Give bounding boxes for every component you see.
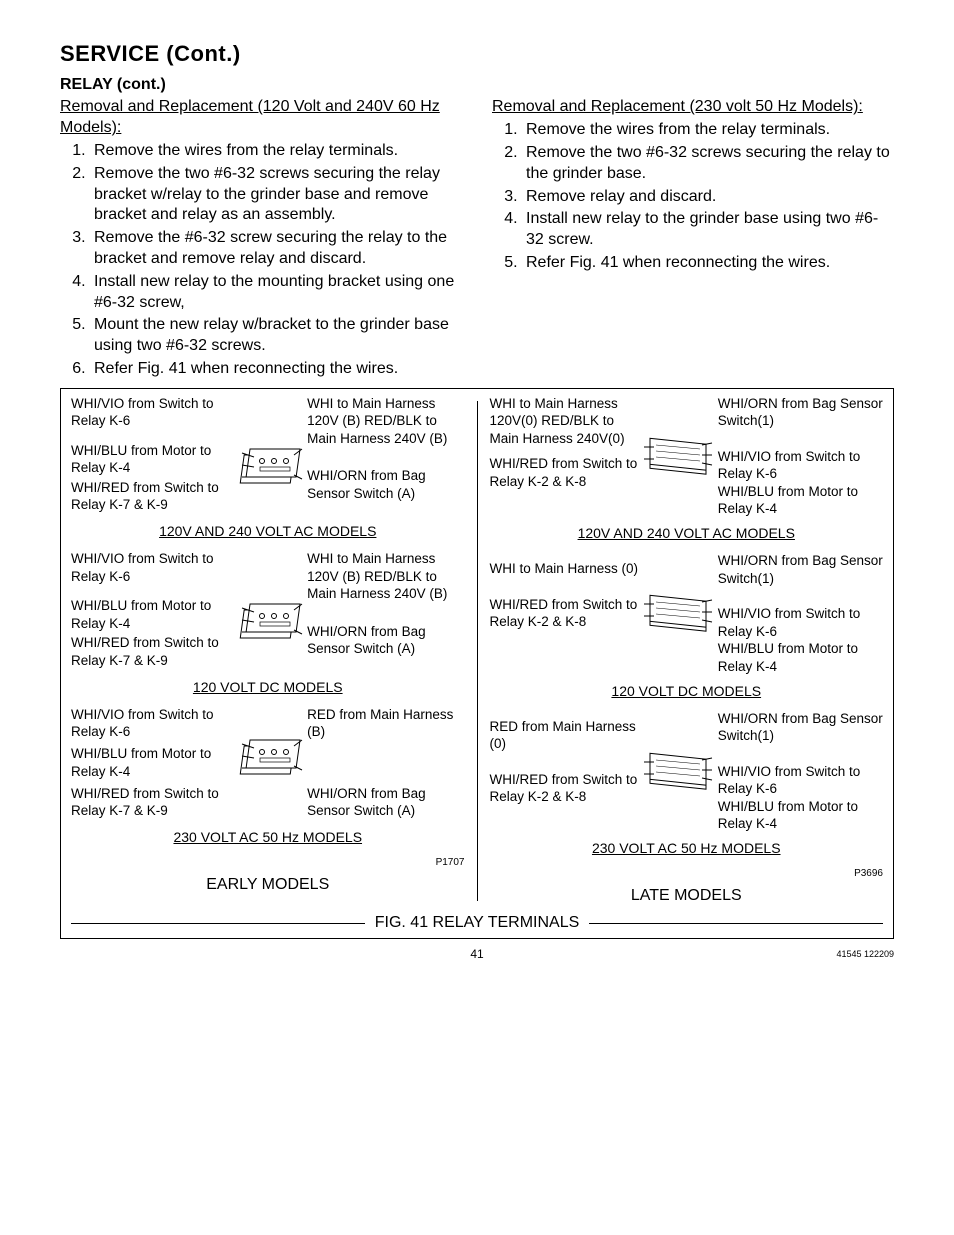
early-models-label: EARLY MODELS xyxy=(71,875,465,896)
wire-label: WHI to Main Harness 120V(0) RED/BLK to M… xyxy=(490,395,640,448)
wire-label: WHI to Main Harness 120V (B) RED/BLK to … xyxy=(307,395,464,448)
figure-caption-text: FIG. 41 RELAY TERMINALS xyxy=(365,913,590,934)
list-item: Refer Fig. 41 when reconnecting the wire… xyxy=(522,253,894,274)
list-item: Remove the two #6-32 screws securing the… xyxy=(90,164,462,226)
page-title: SERVICE (Cont.) xyxy=(60,40,894,69)
early-panel-1: WHI/VIO from Switch to Relay K-6 WHI/BLU… xyxy=(71,395,465,540)
relay-diagram-icon xyxy=(232,590,312,650)
wire-label: WHI/VIO from Switch to Relay K-6 xyxy=(718,448,883,483)
section-subtitle: RELAY (cont.) xyxy=(60,75,894,96)
wire-label: WHI/ORN from Bag Sensor Switch(1) xyxy=(718,552,883,587)
early-panel-2: WHI/VIO from Switch to Relay K-6 WHI/BLU… xyxy=(71,550,465,695)
relay-diagram-icon xyxy=(638,429,718,485)
late-models-column: WHI to Main Harness 120V(0) RED/BLK to M… xyxy=(490,395,884,907)
late-panel-1: WHI to Main Harness 120V(0) RED/BLK to M… xyxy=(490,395,884,542)
figure-41-box: WHI/VIO from Switch to Relay K-6 WHI/BLU… xyxy=(60,388,894,939)
panel-caption: 230 VOLT AC 50 Hz MODELS xyxy=(71,828,465,846)
wire-label: WHI/RED from Switch to Relay K-2 & K-8 xyxy=(490,771,640,806)
relay-diagram-icon xyxy=(232,435,312,495)
list-item: Remove the two #6-32 screws securing the… xyxy=(522,143,894,185)
figure-caption: FIG. 41 RELAY TERMINALS xyxy=(71,913,883,934)
wire-label: WHI to Main Harness 120V (B) RED/BLK to … xyxy=(307,550,464,603)
early-panel-3: WHI/VIO from Switch to Relay K-6 WHI/BLU… xyxy=(71,706,465,846)
wire-label: WHI/VIO from Switch to Relay K-6 xyxy=(71,706,236,741)
left-steps: Remove the wires from the relay terminal… xyxy=(60,141,462,380)
left-column: Removal and Replacement (120 Volt and 24… xyxy=(60,97,462,381)
wire-label: WHI/BLU from Motor to Relay K-4 xyxy=(71,442,236,477)
list-item: Remove the wires from the relay terminal… xyxy=(90,141,462,162)
right-column: Removal and Replacement (230 volt 50 Hz … xyxy=(492,97,894,381)
relay-diagram-icon xyxy=(232,726,312,786)
wire-label: WHI/BLU from Motor to Relay K-4 xyxy=(71,745,236,780)
left-heading: Removal and Replacement (120 Volt and 24… xyxy=(60,97,462,139)
wire-label: WHI/RED from Switch to Relay K-2 & K-8 xyxy=(490,455,640,490)
wire-label: WHI/RED from Switch to Relay K-2 & K-8 xyxy=(490,596,640,631)
wire-label: WHI/RED from Switch to Relay K-7 & K-9 xyxy=(71,479,236,514)
panel-caption: 230 VOLT AC 50 Hz MODELS xyxy=(490,839,884,857)
panel-caption: 120V AND 240 VOLT AC MODELS xyxy=(490,524,884,542)
list-item: Remove the #6-32 screw securing the rela… xyxy=(90,228,462,270)
wire-label: RED from Main Harness (B) xyxy=(307,706,464,741)
wire-label: WHI/VIO from Switch to Relay K-6 xyxy=(71,550,236,585)
part-number: P1707 xyxy=(71,856,465,869)
panel-caption: 120V AND 240 VOLT AC MODELS xyxy=(71,522,465,540)
late-models-label: LATE MODELS xyxy=(490,886,884,907)
relay-diagram-icon xyxy=(638,744,718,800)
list-item: Install new relay to the mounting bracke… xyxy=(90,272,462,314)
page-footer: 41 41545 122209 xyxy=(60,947,894,963)
wire-label: WHI/BLU from Motor to Relay K-4 xyxy=(71,597,236,632)
right-steps: Remove the wires from the relay terminal… xyxy=(492,120,894,274)
wire-label: WHI/ORN from Bag Sensor Switch(1) xyxy=(718,395,883,430)
list-item: Install new relay to the grinder base us… xyxy=(522,209,894,251)
list-item: Remove the wires from the relay terminal… xyxy=(522,120,894,141)
late-panel-2: WHI to Main Harness (0) WHI/RED from Swi… xyxy=(490,552,884,699)
list-item: Mount the new relay w/bracket to the gri… xyxy=(90,315,462,357)
figure-divider xyxy=(477,401,478,901)
list-item: Refer Fig. 41 when reconnecting the wire… xyxy=(90,359,462,380)
panel-caption: 120 VOLT DC MODELS xyxy=(490,682,884,700)
wire-label: WHI/ORN from Bag Sensor Switch(1) xyxy=(718,710,883,745)
wire-label: WHI/ORN from Bag Sensor Switch (A) xyxy=(307,467,464,502)
wire-label: WHI/RED from Switch to Relay K-7 & K-9 xyxy=(71,785,236,820)
wire-label: WHI/VIO from Switch to Relay K-6 xyxy=(718,763,883,798)
late-panel-3: RED from Main Harness (0) WHI/RED from S… xyxy=(490,710,884,857)
wire-label: WHI/BLU from Motor to Relay K-4 xyxy=(718,483,883,518)
text-columns: Removal and Replacement (120 Volt and 24… xyxy=(60,97,894,381)
wire-label: WHI to Main Harness (0) xyxy=(490,560,640,578)
right-heading: Removal and Replacement (230 volt 50 Hz … xyxy=(492,97,894,118)
page-number: 41 xyxy=(452,947,502,963)
wire-label: WHI/BLU from Motor to Relay K-4 xyxy=(718,798,883,833)
early-models-column: WHI/VIO from Switch to Relay K-6 WHI/BLU… xyxy=(71,395,465,907)
wire-label: WHI/VIO from Switch to Relay K-6 xyxy=(718,605,883,640)
doc-number: 41545 122209 xyxy=(794,949,894,961)
relay-diagram-icon xyxy=(638,586,718,642)
wire-label: WHI/RED from Switch to Relay K-7 & K-9 xyxy=(71,634,236,669)
wire-label: WHI/VIO from Switch to Relay K-6 xyxy=(71,395,236,430)
wire-label: WHI/BLU from Motor to Relay K-4 xyxy=(718,640,883,675)
wire-label: WHI/ORN from Bag Sensor Switch (A) xyxy=(307,785,464,820)
part-number: P3696 xyxy=(490,867,884,880)
list-item: Remove relay and discard. xyxy=(522,187,894,208)
panel-caption: 120 VOLT DC MODELS xyxy=(71,678,465,696)
wire-label: WHI/ORN from Bag Sensor Switch (A) xyxy=(307,623,464,658)
wire-label: RED from Main Harness (0) xyxy=(490,718,640,753)
